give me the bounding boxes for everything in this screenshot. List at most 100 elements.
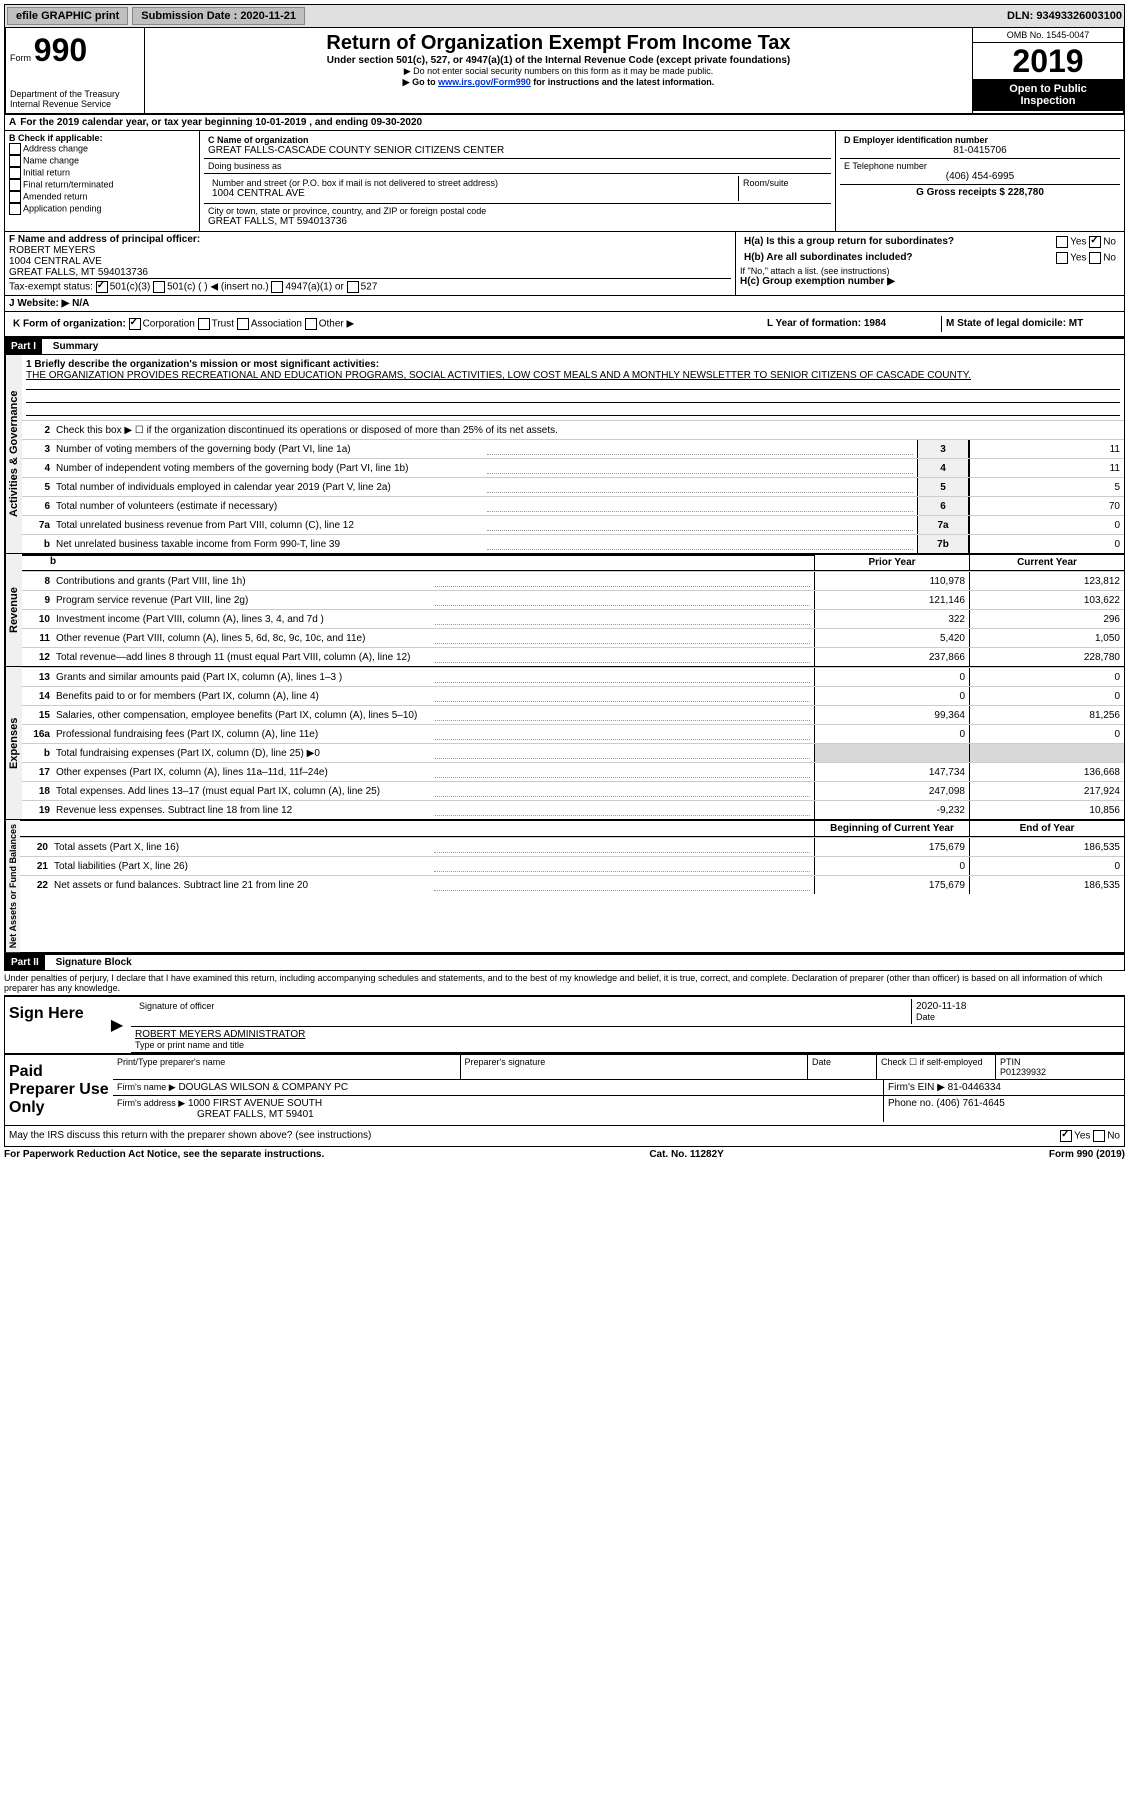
summary-line: bNet unrelated business taxable income f… bbox=[22, 534, 1124, 553]
summary-line: bTotal fundraising expenses (Part IX, co… bbox=[22, 743, 1124, 762]
form-title: Return of Organization Exempt From Incom… bbox=[153, 32, 964, 55]
cb-4947[interactable] bbox=[271, 281, 283, 293]
summary-line: 19Revenue less expenses. Subtract line 1… bbox=[22, 800, 1124, 819]
line2-text: Check this box ▶ ☐ if the organization d… bbox=[56, 425, 1124, 436]
lbl-app-pending: Application pending bbox=[23, 203, 102, 213]
cb-501c[interactable] bbox=[153, 281, 165, 293]
summary-line: 21Total liabilities (Part X, line 26)00 bbox=[20, 856, 1124, 875]
note-goto-prefix: Go to bbox=[412, 77, 438, 87]
cb-amended[interactable] bbox=[9, 191, 21, 203]
summary-line: 22Net assets or fund balances. Subtract … bbox=[20, 875, 1124, 894]
beg-year-header: Beginning of Current Year bbox=[814, 821, 969, 836]
box-i-label: Tax-exempt status: bbox=[9, 282, 93, 293]
lbl-initial-return: Initial return bbox=[23, 167, 70, 177]
cb-discuss-yes[interactable] bbox=[1060, 1130, 1072, 1142]
lbl-final-return: Final return/terminated bbox=[23, 179, 114, 189]
hc-label: H(c) Group exemption number ▶ bbox=[740, 276, 1120, 287]
vert-activities: Activities & Governance bbox=[5, 355, 22, 553]
officer-name: ROBERT MEYERS bbox=[9, 245, 731, 256]
note-ssn: Do not enter social security numbers on … bbox=[153, 66, 964, 77]
box-m: M State of legal domicile: MT bbox=[942, 316, 1120, 332]
cb-app-pending[interactable] bbox=[9, 203, 21, 215]
submission-date-button[interactable]: Submission Date : 2020-11-21 bbox=[132, 7, 305, 25]
lbl-501c3: 501(c)(3) bbox=[110, 282, 151, 293]
form-header: Form 990 Department of the Treasury Inte… bbox=[4, 28, 1125, 115]
name-label: C Name of organization bbox=[208, 135, 827, 145]
phone-label: E Telephone number bbox=[844, 161, 1116, 171]
lbl-corp: Corporation bbox=[143, 319, 195, 330]
efile-topbar: efile GRAPHIC print Submission Date : 20… bbox=[4, 4, 1125, 28]
cb-initial-return[interactable] bbox=[9, 167, 21, 179]
box-b-title: B Check if applicable: bbox=[9, 133, 195, 143]
irs-label: Internal Revenue Service bbox=[10, 99, 140, 109]
vert-expenses: Expenses bbox=[5, 667, 22, 819]
box-l: L Year of formation: 1984 bbox=[763, 316, 942, 332]
lbl-hb-yes: Yes bbox=[1070, 253, 1086, 264]
website-label: J Website: ▶ bbox=[9, 298, 69, 309]
lbl-ha-no: No bbox=[1103, 237, 1116, 248]
paid-preparer-label: Paid Preparer Use Only bbox=[5, 1055, 113, 1125]
cb-other[interactable] bbox=[305, 318, 317, 330]
summary-line: 6Total number of volunteers (estimate if… bbox=[22, 496, 1124, 515]
ha-label: H(a) Is this a group return for subordin… bbox=[744, 236, 954, 247]
cb-discuss-no[interactable] bbox=[1093, 1130, 1105, 1142]
summary-line: 9Program service revenue (Part VIII, lin… bbox=[22, 590, 1124, 609]
footer-left: For Paperwork Reduction Act Notice, see … bbox=[4, 1149, 324, 1160]
summary-line: 17Other expenses (Part IX, column (A), l… bbox=[22, 762, 1124, 781]
website-value: N/A bbox=[72, 298, 89, 309]
tax-year: 2019 bbox=[973, 43, 1123, 79]
h-note: If "No," attach a list. (see instruction… bbox=[740, 266, 1120, 276]
ptin-value: P01239932 bbox=[1000, 1067, 1120, 1077]
org-name: GREAT FALLS-CASCADE COUNTY SENIOR CITIZE… bbox=[208, 145, 827, 156]
typed-label: Type or print name and title bbox=[135, 1040, 1120, 1050]
summary-line: 10Investment income (Part VIII, column (… bbox=[22, 609, 1124, 628]
cb-final-return[interactable] bbox=[9, 179, 21, 191]
lbl-discuss-no: No bbox=[1107, 1131, 1120, 1142]
officer-typed-name: ROBERT MEYERS ADMINISTRATOR bbox=[135, 1029, 1120, 1040]
cb-hb-yes[interactable] bbox=[1056, 252, 1068, 264]
cb-corp[interactable] bbox=[129, 318, 141, 330]
cb-assoc[interactable] bbox=[237, 318, 249, 330]
lbl-527: 527 bbox=[361, 282, 378, 293]
section-a: AFor the 2019 calendar year, or tax year… bbox=[4, 115, 1125, 131]
officer-addr2: GREAT FALLS, MT 594013736 bbox=[9, 267, 731, 278]
summary-line: 20Total assets (Part X, line 16)175,6791… bbox=[20, 837, 1124, 856]
cb-ha-no[interactable] bbox=[1089, 236, 1101, 248]
cb-ha-yes[interactable] bbox=[1056, 236, 1068, 248]
summary-line: 5Total number of individuals employed in… bbox=[22, 477, 1124, 496]
form-number: 990 bbox=[34, 32, 87, 68]
ptin-label: PTIN bbox=[1000, 1057, 1120, 1067]
cb-527[interactable] bbox=[347, 281, 359, 293]
prep-check-label: Check ☐ if self-employed bbox=[877, 1055, 996, 1079]
firm-name: DOUGLAS WILSON & COMPANY PC bbox=[178, 1082, 348, 1093]
section-fh: F Name and address of principal officer:… bbox=[4, 232, 1125, 296]
lbl-501c: 501(c) ( ) ◀ (insert no.) bbox=[167, 282, 269, 293]
gross-receipts: G Gross receipts $ 228,780 bbox=[840, 185, 1120, 200]
form-prefix: Form bbox=[10, 53, 31, 63]
cb-name-change[interactable] bbox=[9, 155, 21, 167]
part2-badge: Part II bbox=[5, 955, 45, 970]
efile-graphic-button[interactable]: efile GRAPHIC print bbox=[7, 7, 128, 25]
summary-line: 13Grants and similar amounts paid (Part … bbox=[22, 667, 1124, 686]
tax-year-range: For the 2019 calendar year, or tax year … bbox=[20, 117, 422, 128]
cb-address-change[interactable] bbox=[9, 143, 21, 155]
sign-here-label: Sign Here bbox=[5, 997, 103, 1053]
current-year-header: Current Year bbox=[969, 555, 1124, 570]
phone-value: (406) 454-6995 bbox=[844, 171, 1116, 182]
firm-addr2: GREAT FALLS, MT 59401 bbox=[117, 1109, 314, 1120]
part1-title: Summary bbox=[45, 341, 99, 352]
irs-link[interactable]: www.irs.gov/Form990 bbox=[438, 77, 531, 87]
cb-501c3[interactable] bbox=[96, 281, 108, 293]
prep-sig-label: Preparer's signature bbox=[461, 1055, 809, 1079]
cb-hb-no[interactable] bbox=[1089, 252, 1101, 264]
sign-date: 2020-11-18 bbox=[916, 1001, 1116, 1012]
lbl-other: Other ▶ bbox=[319, 319, 354, 330]
line1-label: 1 Briefly describe the organization's mi… bbox=[26, 359, 379, 370]
cb-trust[interactable] bbox=[198, 318, 210, 330]
firm-addr-label: Firm's address ▶ bbox=[117, 1098, 185, 1108]
lbl-address-change: Address change bbox=[23, 143, 88, 153]
summary-line: 16aProfessional fundraising fees (Part I… bbox=[22, 724, 1124, 743]
org-city: GREAT FALLS, MT 594013736 bbox=[208, 216, 827, 227]
dept-label: Department of the Treasury bbox=[10, 89, 140, 99]
lbl-4947: 4947(a)(1) or bbox=[285, 282, 343, 293]
